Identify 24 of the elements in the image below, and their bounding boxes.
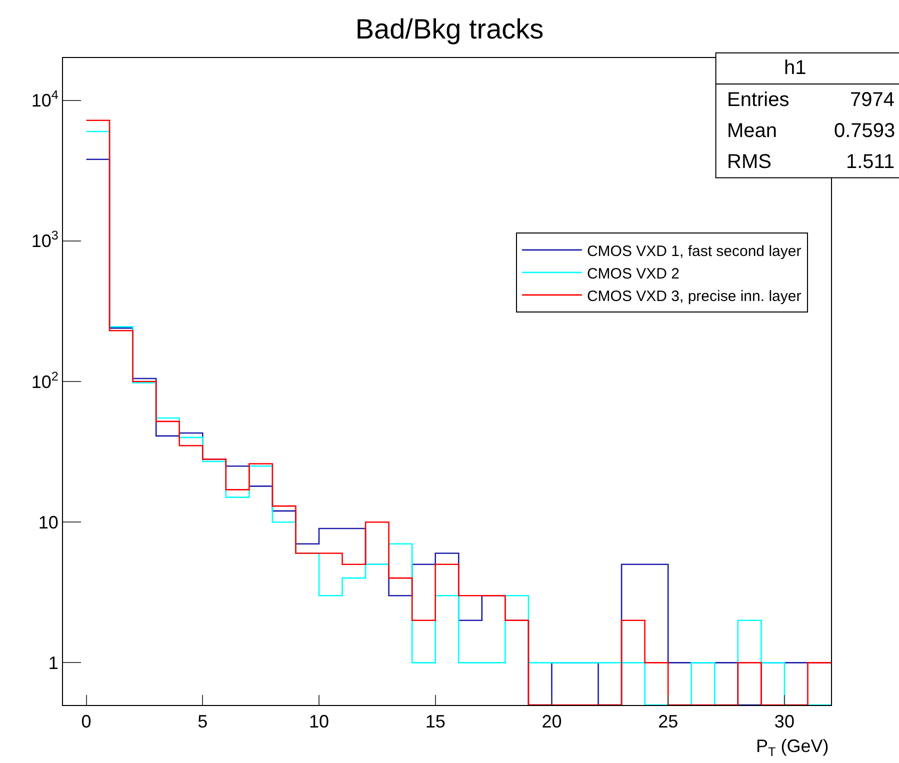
x-tick-label: 30 <box>774 712 794 732</box>
annotation: Mean <box>727 120 778 142</box>
annotation: RMS <box>727 151 772 173</box>
x-tick-label: 15 <box>425 712 446 732</box>
x-tick-label: 5 <box>198 712 208 732</box>
y-tick-label: 10 <box>38 512 58 532</box>
x-axis-title: P$_{T}$ (GeV) <box>756 736 829 759</box>
x-tick-label: 25 <box>658 712 678 732</box>
x-tick-label: 20 <box>542 712 562 732</box>
y-tick-label: 1 <box>48 652 58 673</box>
x-tick-label: 0 <box>81 712 92 732</box>
annotation: Entries <box>727 89 790 111</box>
legend-label: CMOS VXD 2 <box>586 265 680 282</box>
x-tick-label: 10 <box>308 712 330 732</box>
legend-label: CMOS VXD 3, precise inn. layer <box>586 288 802 305</box>
annotation: h1 <box>784 57 806 79</box>
y-tick-label: 10$^{2}$ <box>31 369 58 392</box>
chart-title: Bad/Bkg tracks <box>355 14 544 45</box>
text: 7974 <box>850 89 894 111</box>
text: 1.511 <box>846 151 895 173</box>
y-tick-label: 10$^{3}$ <box>31 228 58 252</box>
y-tick-label: 10$^{4}$ <box>31 88 58 111</box>
legend-label: CMOS VXD 1, fast second layer <box>586 242 802 260</box>
text: 0.7593 <box>834 120 896 142</box>
